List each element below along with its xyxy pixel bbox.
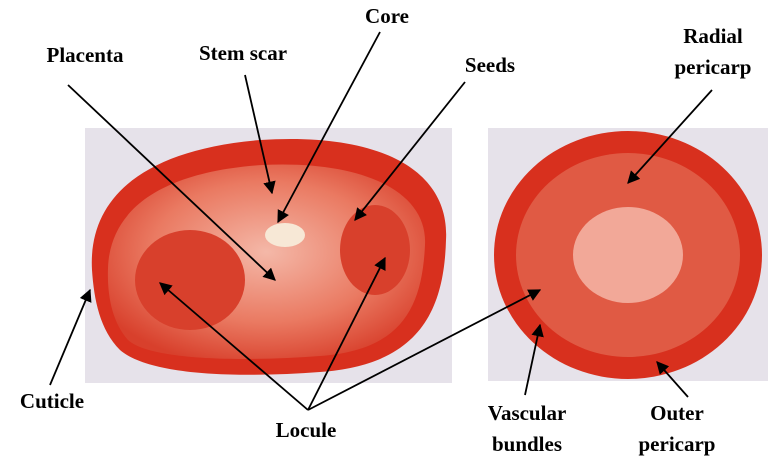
label: Seeds [465, 53, 515, 77]
label: pericarp [639, 432, 716, 456]
left-photo [85, 128, 452, 383]
label: Vascular [488, 401, 567, 425]
label: Radial [683, 24, 743, 48]
label: Cuticle [20, 389, 84, 413]
label: bundles [492, 432, 562, 456]
label: Stem scar [199, 41, 287, 65]
label: Core [365, 4, 409, 28]
label: Outer [650, 401, 704, 425]
label: Placenta [47, 43, 124, 67]
label: Locule [276, 418, 337, 442]
right-photo [488, 128, 768, 381]
arrows [49, 31, 713, 411]
label: pericarp [675, 55, 752, 79]
